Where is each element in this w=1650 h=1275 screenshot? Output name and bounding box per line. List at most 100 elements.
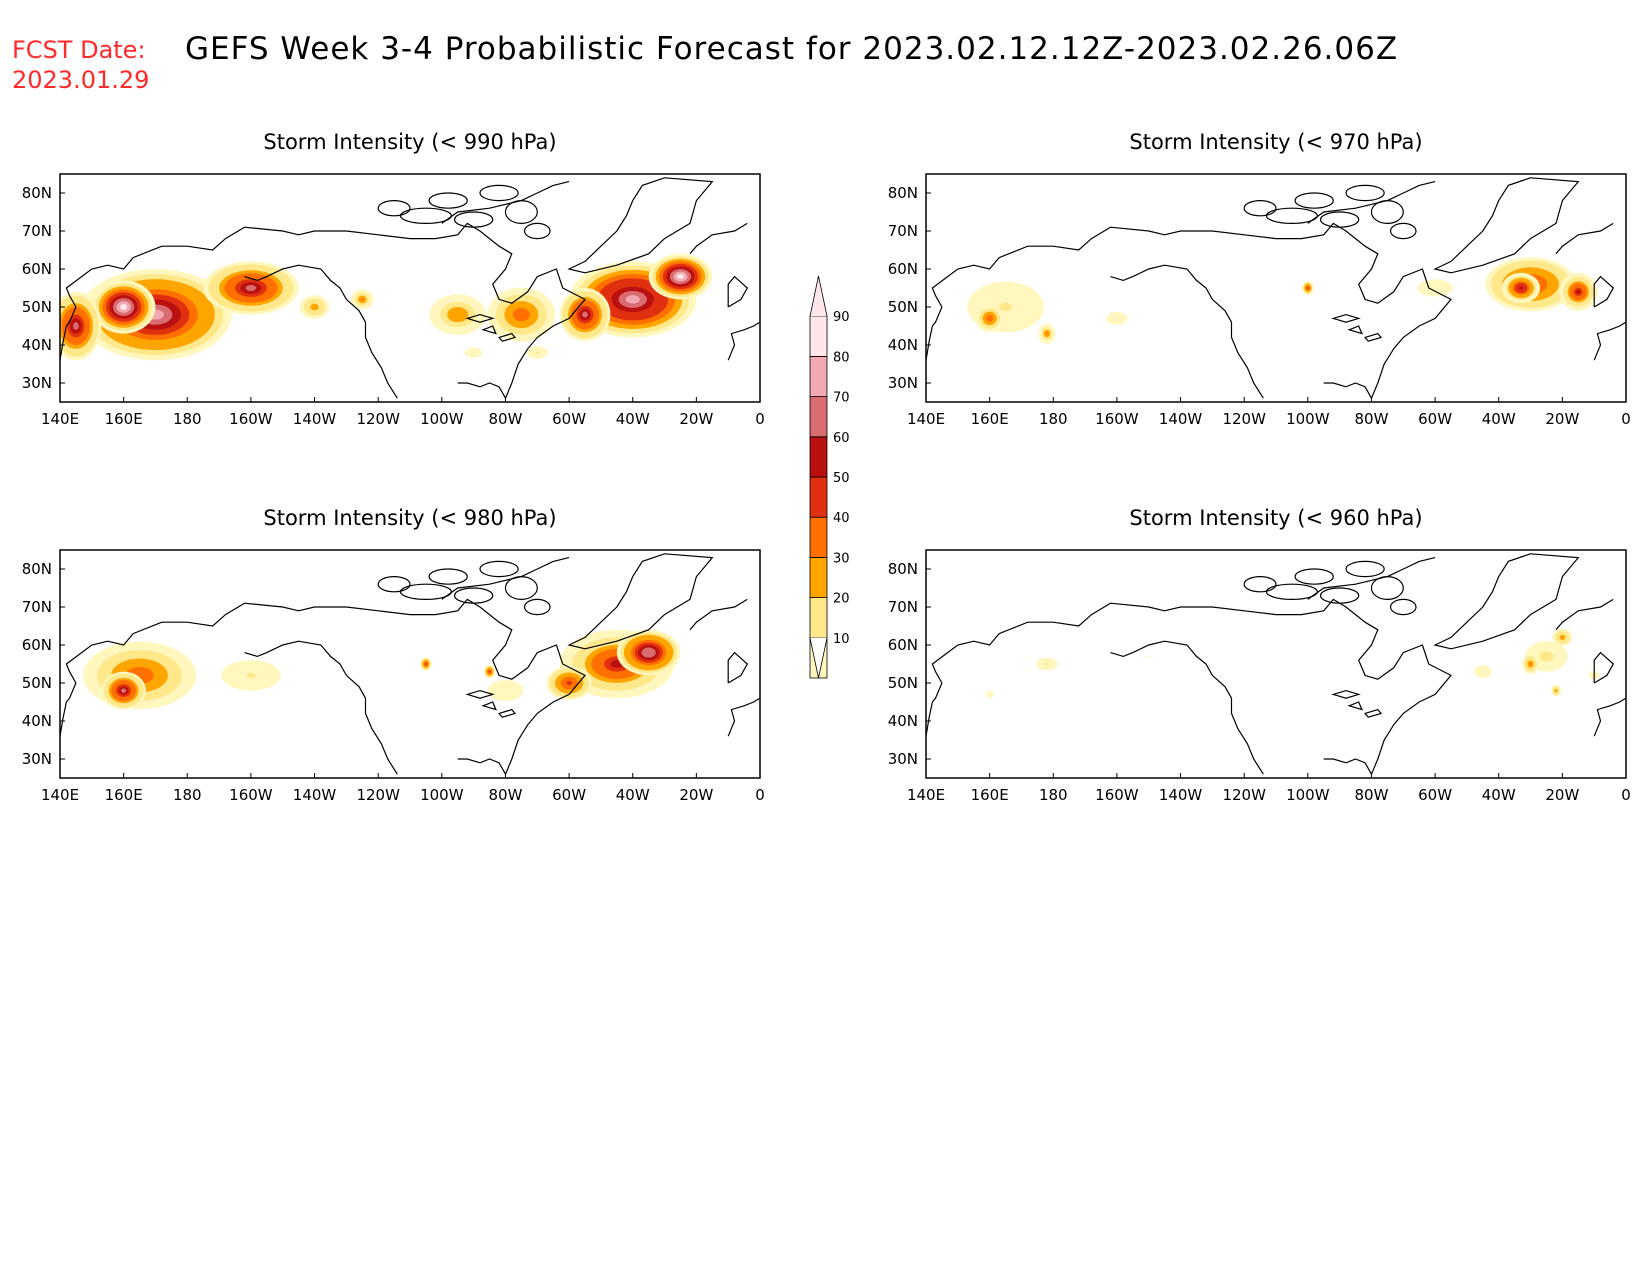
island-outline: [479, 560, 519, 578]
x-tick-label: 140W: [1159, 410, 1203, 428]
lake-outline: [481, 325, 497, 335]
y-tick-label: 70N: [22, 598, 52, 616]
x-tick-label: 60W: [1418, 786, 1452, 804]
island-outline: [1265, 583, 1318, 601]
colorbar-label: 20: [833, 592, 850, 607]
probability-cell: [1431, 286, 1439, 290]
coastline: [689, 598, 748, 631]
probability-cell: [566, 680, 572, 686]
x-tick-label: 160E: [971, 410, 1009, 428]
island-outline: [479, 184, 519, 202]
probability-cell: [625, 295, 640, 304]
x-tick-label: 120W: [1222, 786, 1266, 804]
coastline: [1307, 557, 1436, 600]
probability-cell: [1114, 317, 1120, 320]
probability-cell: [1529, 662, 1532, 666]
probability-field: [985, 628, 1600, 698]
colorbar-segment: [809, 436, 828, 478]
island-outline: [428, 568, 468, 585]
colorbar-segment: [809, 557, 828, 599]
coastline: [1593, 321, 1626, 361]
fcst-date-label: FCST Date:: [12, 36, 146, 64]
coastline: [727, 651, 749, 684]
x-tick-label: 140W: [1159, 786, 1203, 804]
island-outline: [504, 575, 538, 600]
y-tick-label: 50N: [888, 298, 918, 316]
y-tick-label: 30N: [888, 750, 918, 768]
x-tick-label: 160E: [971, 786, 1009, 804]
x-tick-label: 100W: [1286, 410, 1330, 428]
x-tick-label: 60W: [552, 410, 586, 428]
x-tick-label: 80W: [1354, 786, 1388, 804]
probability-cell: [312, 305, 317, 309]
island-outline: [1389, 222, 1417, 240]
island-outline: [1389, 598, 1417, 616]
x-tick-label: 160W: [1095, 786, 1139, 804]
x-tick-label: 20W: [1545, 786, 1579, 804]
island-outline: [1319, 211, 1360, 228]
y-tick-label: 30N: [22, 750, 52, 768]
coastline: [1555, 598, 1614, 631]
lake-outline: [1331, 313, 1361, 323]
greenland-outline: [567, 553, 714, 650]
lake-outline: [1364, 332, 1383, 342]
probability-cell: [121, 688, 127, 693]
island-outline: [453, 587, 494, 604]
x-tick-label: 60W: [1418, 410, 1452, 428]
y-tick-label: 60N: [888, 260, 918, 278]
panel-title: Storm Intensity (< 980 hPa): [263, 506, 556, 530]
island-outline: [377, 576, 411, 593]
island-outline: [1370, 200, 1404, 225]
island-outline: [428, 192, 468, 209]
probability-cell: [535, 351, 540, 354]
y-tick-label: 80N: [22, 560, 52, 578]
map-frame: [59, 173, 761, 403]
colorbar-label: 50: [833, 471, 850, 486]
coastlines: [926, 177, 1626, 399]
island-outline: [1294, 568, 1334, 585]
colorbar-segment: [809, 355, 828, 397]
x-tick-label: 120W: [1222, 410, 1266, 428]
island-outline: [1243, 576, 1277, 593]
y-tick-label: 40N: [22, 336, 52, 354]
coastline: [60, 222, 586, 399]
coastline: [1555, 222, 1614, 255]
probability-field: [967, 257, 1598, 344]
map-frame: [925, 549, 1627, 779]
probability-cell: [471, 351, 476, 354]
island-outline: [523, 222, 551, 240]
coastline: [1323, 758, 1373, 775]
island-outline: [377, 199, 411, 217]
y-tick-label: 50N: [888, 674, 918, 692]
fcst-date-value: 2023.01.29: [12, 66, 150, 94]
coastline: [244, 640, 398, 775]
x-tick-label: 40W: [616, 410, 650, 428]
colorbar-label: 30: [833, 551, 850, 566]
x-tick-label: 160W: [1095, 410, 1139, 428]
x-tick-label: 0: [755, 786, 765, 804]
probability-cell: [987, 316, 992, 321]
map-panel-p960: Storm Intensity (< 960 hPa) 140E 160E 180 16…: [888, 506, 1631, 804]
island-outline: [1294, 192, 1334, 209]
x-tick-label: 40W: [1482, 786, 1516, 804]
x-tick-label: 40W: [616, 786, 650, 804]
coastline: [457, 758, 507, 775]
coastlines: [60, 553, 760, 775]
lake-outline: [465, 313, 495, 323]
greenland-outline: [1433, 553, 1580, 650]
island-outline: [399, 207, 452, 224]
colorbar-segment: [809, 396, 828, 438]
coastline: [689, 222, 748, 255]
coastline: [1110, 264, 1264, 399]
probability-cell: [1560, 636, 1564, 639]
probability-cell: [988, 693, 991, 696]
x-tick-label: 140E: [41, 410, 79, 428]
y-tick-label: 50N: [22, 674, 52, 692]
colorbar-bottom-arrow: [809, 637, 828, 679]
x-tick-label: 180: [1039, 786, 1068, 804]
x-tick-label: 140W: [293, 410, 337, 428]
colorbar-top-arrow: [809, 275, 828, 317]
coastline: [1110, 640, 1264, 775]
coastline: [926, 598, 1452, 775]
y-tick-label: 60N: [888, 636, 918, 654]
